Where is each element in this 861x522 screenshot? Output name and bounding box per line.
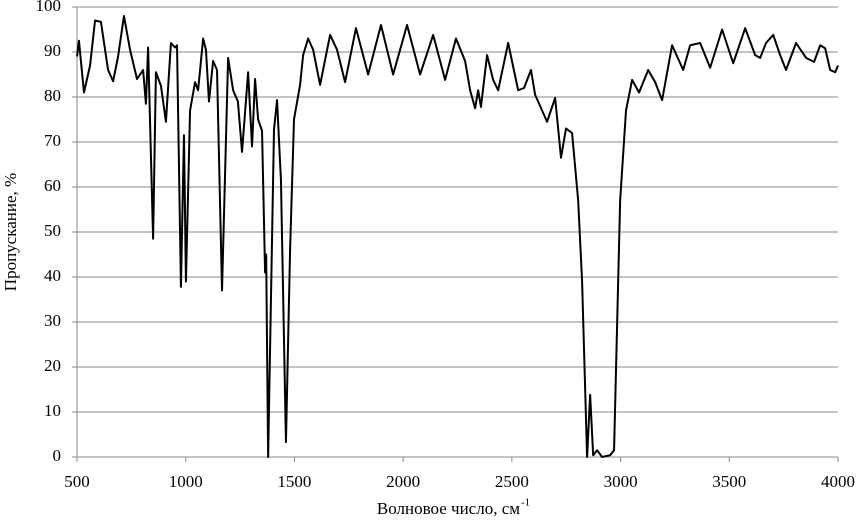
x-tick-label: 2000	[386, 472, 420, 491]
y-tick-label: 10	[44, 401, 61, 420]
y-tick-label: 60	[44, 176, 61, 195]
y-tick-label: 80	[44, 86, 61, 105]
y-tick-label: 90	[44, 41, 61, 60]
y-tick-label: 70	[44, 131, 61, 150]
x-tick-label: 1000	[169, 472, 203, 491]
x-axis-label-superscript: -1	[521, 497, 530, 509]
x-tick-label: 3000	[604, 472, 638, 491]
x-tick-label: 3500	[712, 472, 746, 491]
y-axis-label: Пропускание, %	[1, 173, 20, 291]
spectrum-line	[76, 15, 839, 458]
x-tick-label: 2500	[495, 472, 529, 491]
x-tick-label: 500	[64, 472, 90, 491]
x-axis-label: Волновое число, см	[377, 499, 520, 518]
y-tick-label: 40	[44, 266, 61, 285]
x-tick-label: 4000	[821, 472, 855, 491]
y-tick-label: 20	[44, 356, 61, 375]
y-tick-label: 0	[53, 446, 62, 465]
y-tick-label: 100	[36, 0, 62, 15]
x-tick-label: 1500	[277, 472, 311, 491]
y-tick-label: 50	[44, 221, 61, 240]
y-tick-label: 30	[44, 311, 61, 330]
